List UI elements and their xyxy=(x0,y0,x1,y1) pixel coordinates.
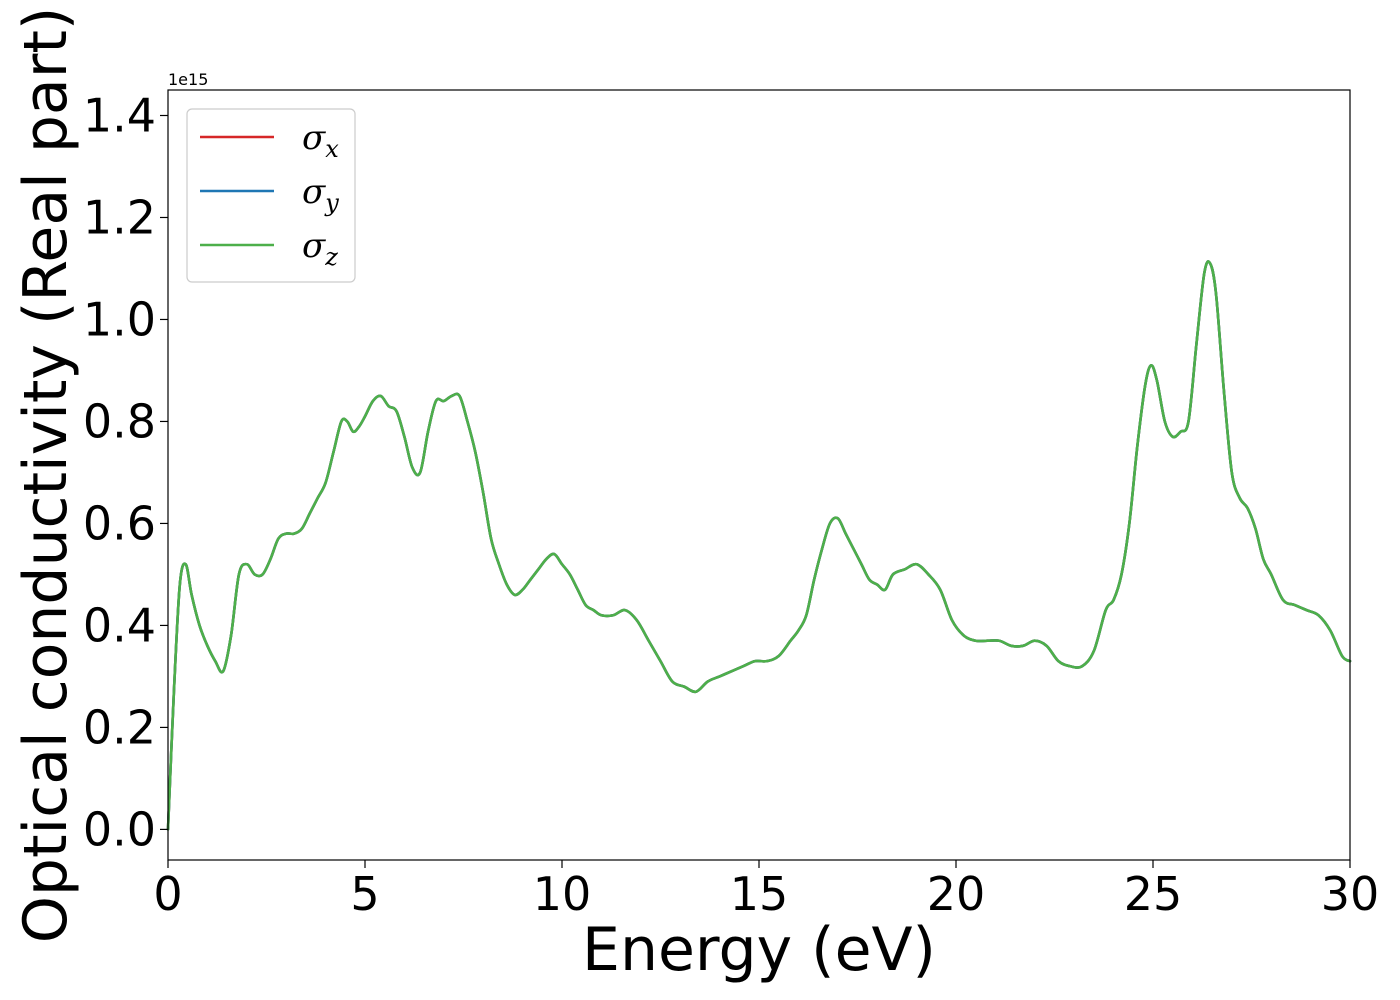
legend-box xyxy=(186,108,356,283)
legend: σx σy σz xyxy=(186,108,356,283)
x-tick-label: 25 xyxy=(1124,867,1183,921)
y-tick-label: 0.6 xyxy=(83,496,156,550)
y-axis: 0.0 0.2 0.4 0.6 0.8 1.0 1.2 1.4 xyxy=(83,88,168,856)
y-tick-label: 0.8 xyxy=(83,394,156,448)
x-tick-label: 0 xyxy=(153,867,182,921)
series-group xyxy=(166,260,1352,831)
x-axis-label: Energy (eV) xyxy=(582,915,936,985)
x-tick-label: 30 xyxy=(1321,867,1380,921)
y-tick-label: 0.2 xyxy=(83,700,156,754)
series-line-z xyxy=(166,260,1352,831)
legend-label-y: σy xyxy=(302,172,339,217)
y-tick-label: 1.2 xyxy=(83,190,156,244)
x-tick-label: 15 xyxy=(730,867,789,921)
x-tick-label: 5 xyxy=(350,867,379,921)
legend-label-x: σx xyxy=(302,118,339,163)
x-tick-label: 20 xyxy=(927,867,986,921)
x-tick-label: 10 xyxy=(533,867,592,921)
y-offset-label: 1e15 xyxy=(168,70,208,89)
y-tick-label: 1.4 xyxy=(83,88,156,142)
y-axis-label: Optical conductivity (Real part) xyxy=(11,7,81,944)
y-tick-label: 0.0 xyxy=(83,802,156,856)
plot-background xyxy=(168,90,1350,860)
legend-label-z: σz xyxy=(302,226,338,271)
y-tick-label: 1.0 xyxy=(83,292,156,346)
y-tick-label: 0.4 xyxy=(83,598,156,652)
x-axis: 0 5 10 15 20 25 30 xyxy=(153,860,1379,921)
